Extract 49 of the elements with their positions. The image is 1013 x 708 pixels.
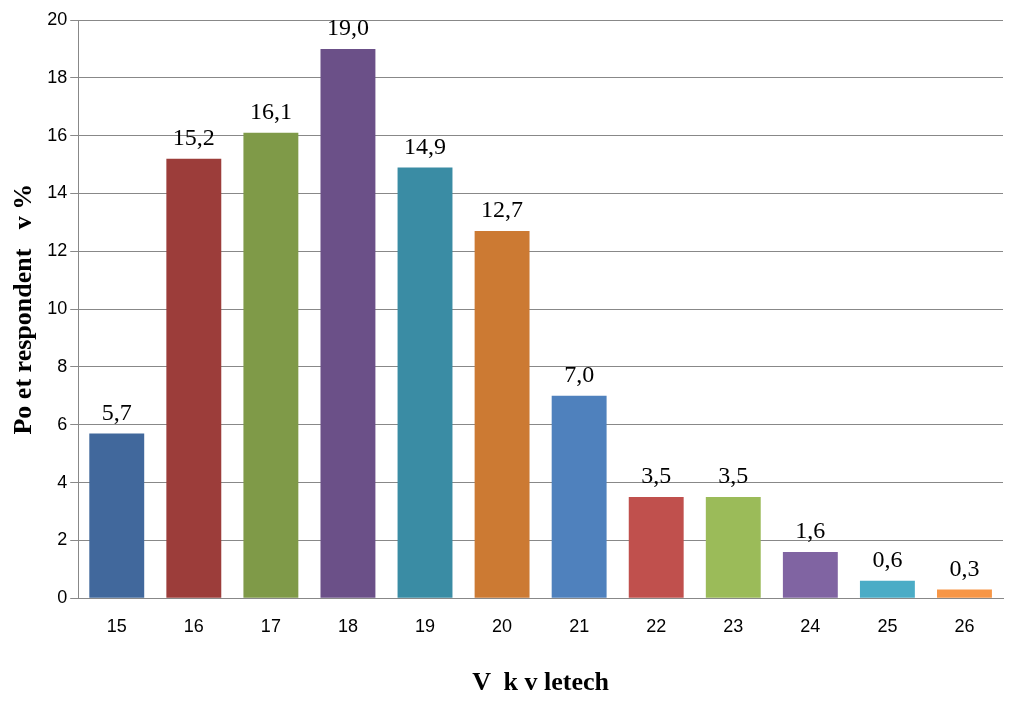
data-label: 0,3: [949, 554, 980, 581]
x-tick-label: 25: [877, 615, 898, 636]
x-tick-label: 22: [646, 615, 667, 636]
x-tick-label: 23: [723, 615, 744, 636]
data-label: 5,7: [101, 398, 132, 425]
data-label: 14,9: [404, 132, 447, 159]
data-label: 3,5: [641, 462, 672, 489]
y-tick-label: 4: [57, 471, 68, 492]
y-tick-label: 14: [47, 182, 68, 203]
y-tick-label: 20: [47, 8, 68, 29]
x-tick-label: 15: [106, 615, 127, 636]
y-tick-label: 18: [47, 66, 68, 87]
data-label: 3,5: [718, 462, 749, 489]
x-tick-label: 16: [183, 615, 204, 636]
x-tick-label: 26: [954, 615, 975, 636]
x-tick-label: 18: [337, 615, 358, 636]
bar: [166, 158, 222, 598]
y-tick-label: 10: [47, 298, 68, 319]
data-label: 12,7: [481, 196, 524, 223]
data-label: 15,2: [172, 124, 215, 151]
x-tick-label: 20: [492, 615, 513, 636]
x-tick-label: 21: [569, 615, 590, 636]
bar: [551, 395, 607, 598]
y-tick-label: 16: [47, 124, 68, 145]
x-axis-title: V k v letech: [472, 667, 610, 697]
x-tick-label: 17: [260, 615, 281, 636]
y-tick-label: 2: [57, 529, 68, 550]
x-tick-label: 24: [800, 615, 821, 636]
bar: [782, 551, 838, 598]
data-label: 16,1: [249, 98, 292, 125]
data-label: 1,6: [795, 517, 826, 544]
data-label: 0,6: [872, 546, 903, 573]
bar: [89, 433, 145, 598]
bar: [243, 132, 299, 598]
y-tick-label: 8: [57, 355, 68, 376]
bar: [628, 497, 684, 598]
bar: [705, 497, 761, 598]
bar: [859, 580, 915, 598]
bar: [474, 231, 530, 598]
bar: [397, 167, 453, 598]
bar: [320, 48, 376, 598]
x-tick-label: 19: [415, 615, 436, 636]
y-tick-label: 6: [57, 413, 68, 434]
y-tick-label: 0: [57, 587, 68, 608]
data-label: 19,0: [326, 14, 369, 41]
y-tick-label: 12: [47, 240, 68, 261]
bar: [937, 589, 992, 598]
data-label: 7,0: [564, 361, 595, 388]
y-axis-title: Po et respondent v %: [8, 183, 38, 435]
